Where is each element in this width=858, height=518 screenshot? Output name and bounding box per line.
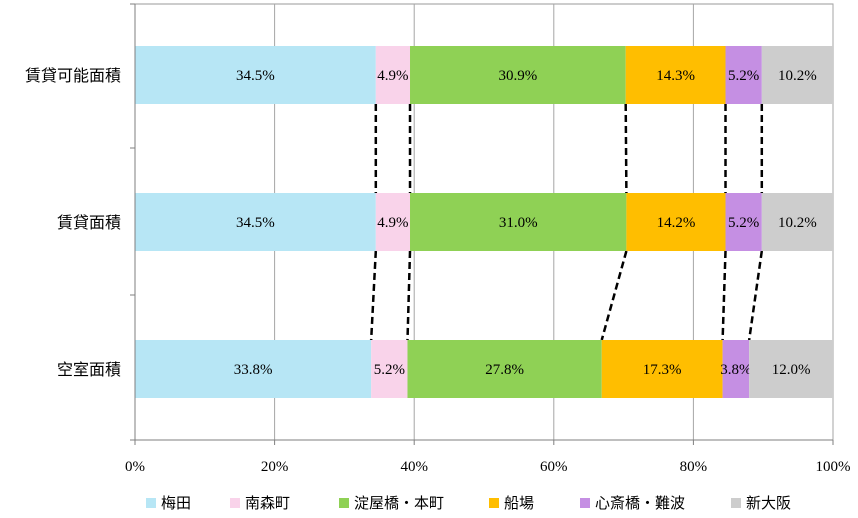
legend-swatch: [580, 498, 590, 508]
series-connector: [624, 103, 628, 194]
x-tick-label: 0%: [125, 459, 145, 475]
legend-label: 船場: [504, 494, 534, 512]
x-tick-label: 40%: [400, 459, 428, 475]
data-label: 5.2%: [728, 215, 759, 231]
data-label: 3.8%: [720, 362, 751, 378]
legend-label: 南森町: [245, 494, 290, 512]
bars: 34.5% 4.9% 30.9% 14.3% 5.2% 10.2% 34.5% 4.9% 31.…: [135, 46, 833, 398]
data-label: 14.3%: [656, 68, 695, 84]
bar-segment: [761, 193, 833, 251]
bar-segment: [375, 46, 411, 104]
legend-label: 梅田: [161, 494, 191, 512]
bar-segment: [375, 193, 411, 251]
data-label: 30.9%: [498, 68, 537, 84]
bar-segment: [725, 193, 762, 251]
bar-segment: [626, 193, 726, 251]
series-connector: [369, 250, 378, 341]
data-label: 27.8%: [485, 362, 524, 378]
bar-segment: [135, 340, 372, 398]
x-tick-label: 60%: [540, 459, 568, 475]
category-label: 賃貸可能面積: [25, 66, 121, 85]
bar-segment: [749, 340, 833, 398]
bar-segment: [135, 193, 376, 251]
series-connector: [406, 250, 412, 341]
data-label: 10.2%: [778, 68, 817, 84]
data-label: 31.0%: [499, 215, 538, 231]
bar-segment: [371, 340, 408, 398]
bar-segment: [722, 340, 750, 398]
series-connector: [721, 250, 727, 341]
series-connector: [747, 250, 764, 341]
data-label: 4.9%: [377, 215, 408, 231]
data-label: 10.2%: [778, 215, 817, 231]
bar-segment: [410, 193, 627, 251]
data-label: 5.2%: [374, 362, 405, 378]
legend-label: 淀屋橋・本町: [354, 494, 444, 512]
bar-segment: [761, 46, 833, 104]
data-label: 34.5%: [236, 215, 275, 231]
legend-swatch: [230, 498, 240, 508]
data-label: 33.8%: [234, 362, 273, 378]
bar-segment: [625, 46, 726, 104]
x-tick-label: 80%: [680, 459, 708, 475]
legend-swatch: [146, 498, 156, 508]
legend-label: 心斎橋・難波: [595, 494, 685, 512]
legend: 梅田 南森町 淀屋橋・本町 船場 心斎橋・難波 新大阪: [146, 494, 791, 512]
bar-segment: [601, 340, 723, 398]
series-connectors: [369, 103, 764, 341]
bar-segment: [725, 46, 762, 104]
category-label: 賃貸面積: [57, 213, 121, 232]
data-label: 14.2%: [657, 215, 696, 231]
series-connector: [600, 250, 628, 341]
data-label: 4.9%: [377, 68, 408, 84]
legend-swatch: [731, 498, 741, 508]
category-label: 空室面積: [57, 360, 121, 379]
x-tick-label: 100%: [816, 459, 851, 475]
bar-segment: [407, 340, 602, 398]
legend-swatch: [339, 498, 349, 508]
bar-segment: [410, 46, 626, 104]
data-label: 5.2%: [728, 68, 759, 84]
data-label: 34.5%: [236, 68, 275, 84]
bar-segment: [135, 46, 376, 104]
x-tick-label: 20%: [261, 459, 289, 475]
data-label: 12.0%: [772, 362, 811, 378]
legend-label: 新大阪: [746, 494, 791, 512]
legend-swatch: [489, 498, 499, 508]
data-label: 17.3%: [643, 362, 682, 378]
